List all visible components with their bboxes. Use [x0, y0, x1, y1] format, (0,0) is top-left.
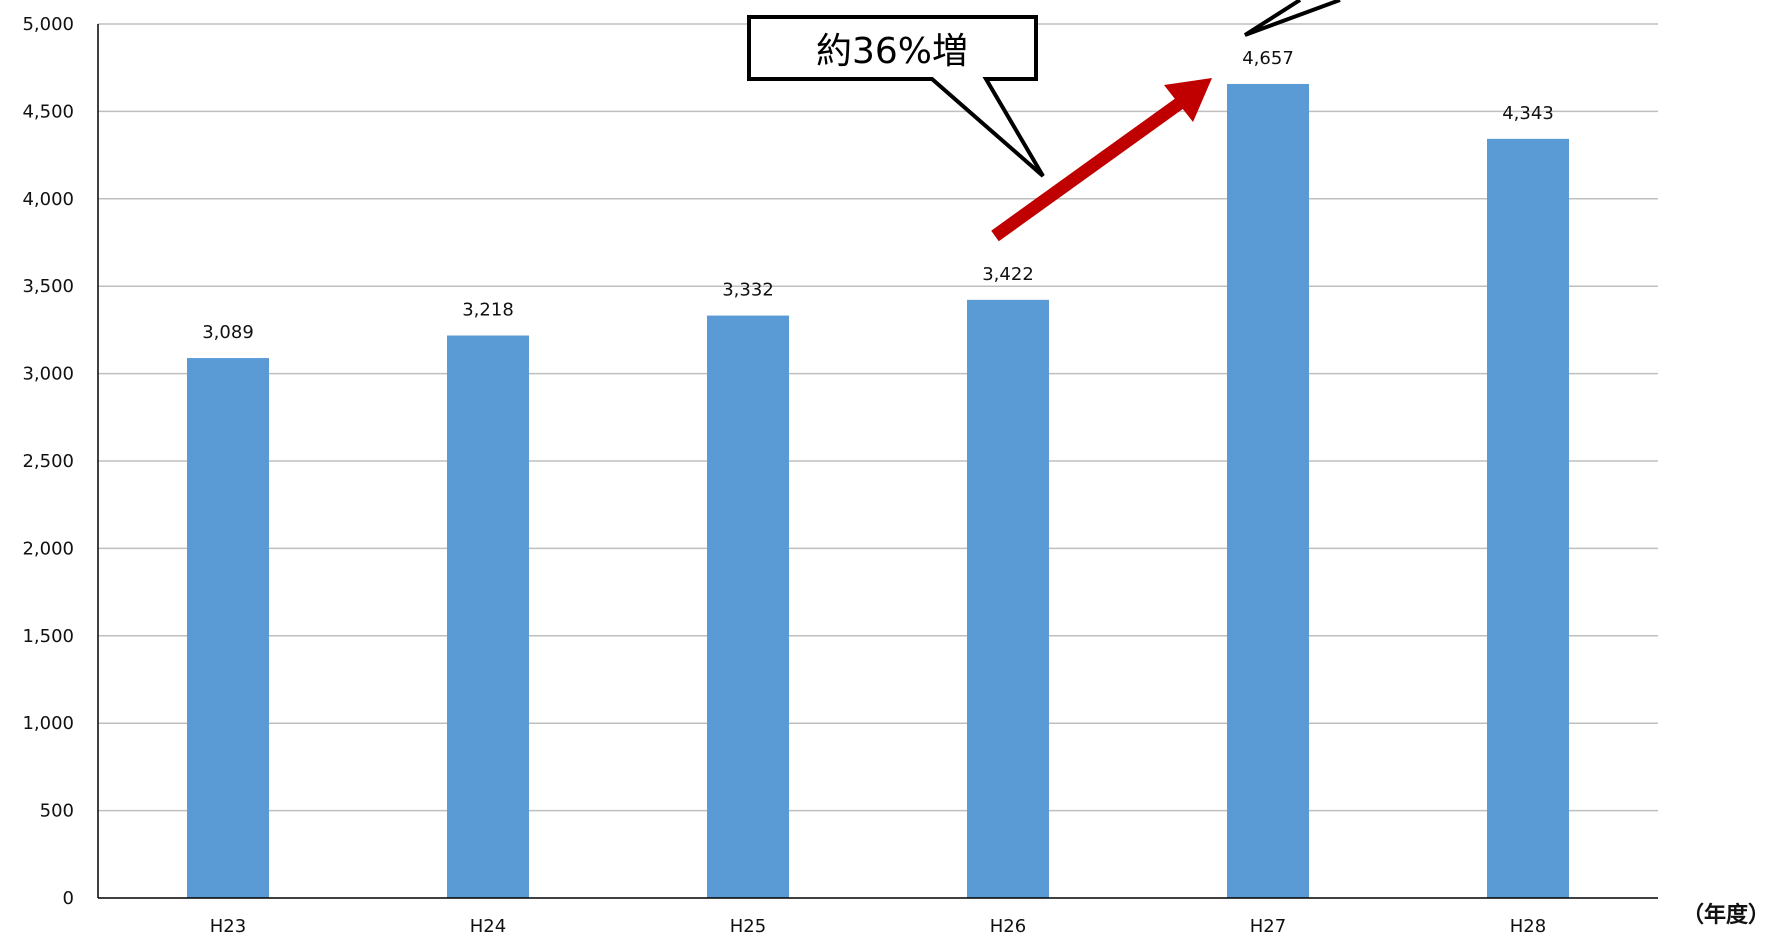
- x-tick-label: H23: [210, 916, 246, 937]
- bar-h27: [1227, 84, 1309, 898]
- data-label: 3,332: [722, 280, 774, 301]
- y-tick-labels: 0 500 1,000 1,500 2,000 2,500 3,000 3,500 4,000 4…: [22, 14, 74, 909]
- bar-h23: [187, 358, 269, 898]
- data-label: 4,657: [1242, 48, 1294, 69]
- bars: [187, 84, 1569, 898]
- y-tick-label: 2,000: [22, 538, 74, 559]
- data-labels: 3,089 3,218 3,332 3,422 4,657 4,343: [202, 48, 1554, 343]
- bar-h24: [447, 335, 529, 898]
- callout-increase: 約36%増: [749, 17, 1043, 176]
- x-axis-unit-label: （年度）: [1682, 902, 1770, 928]
- bar-h28: [1487, 139, 1569, 898]
- y-tick-label: 4,000: [22, 189, 74, 210]
- data-label: 3,089: [202, 322, 254, 343]
- x-tick-label: H27: [1250, 916, 1286, 937]
- y-tick-label: 1,000: [22, 713, 74, 734]
- y-tick-label: 5,000: [22, 14, 74, 35]
- x-tick-label: H28: [1510, 916, 1546, 937]
- x-tick-labels: H23 H24 H25 H26 H27 H28: [210, 916, 1546, 937]
- data-label: 4,343: [1502, 103, 1554, 124]
- data-label: 3,422: [982, 264, 1034, 285]
- y-tick-label: 3,000: [22, 364, 74, 385]
- data-label: 3,218: [462, 299, 514, 320]
- x-tick-label: H26: [990, 916, 1026, 937]
- y-tick-label: 2,500: [22, 451, 74, 472]
- y-tick-label: 1,500: [22, 626, 74, 647]
- bar-h26: [967, 300, 1049, 898]
- x-tick-label: H24: [470, 916, 506, 937]
- y-tick-label: 4,500: [22, 101, 74, 122]
- y-tick-label: 500: [40, 801, 74, 822]
- y-tick-label: 3,500: [22, 276, 74, 297]
- x-tick-label: H25: [730, 916, 766, 937]
- arrow-shaft: [995, 103, 1180, 236]
- y-tick-label: 0: [63, 888, 74, 909]
- bar-h25: [707, 316, 789, 898]
- gridlines: [98, 24, 1658, 811]
- callout-text: 約36%増: [816, 31, 968, 72]
- callout-partial: [1245, 0, 1340, 35]
- callout-partial-tail: [1245, 0, 1340, 35]
